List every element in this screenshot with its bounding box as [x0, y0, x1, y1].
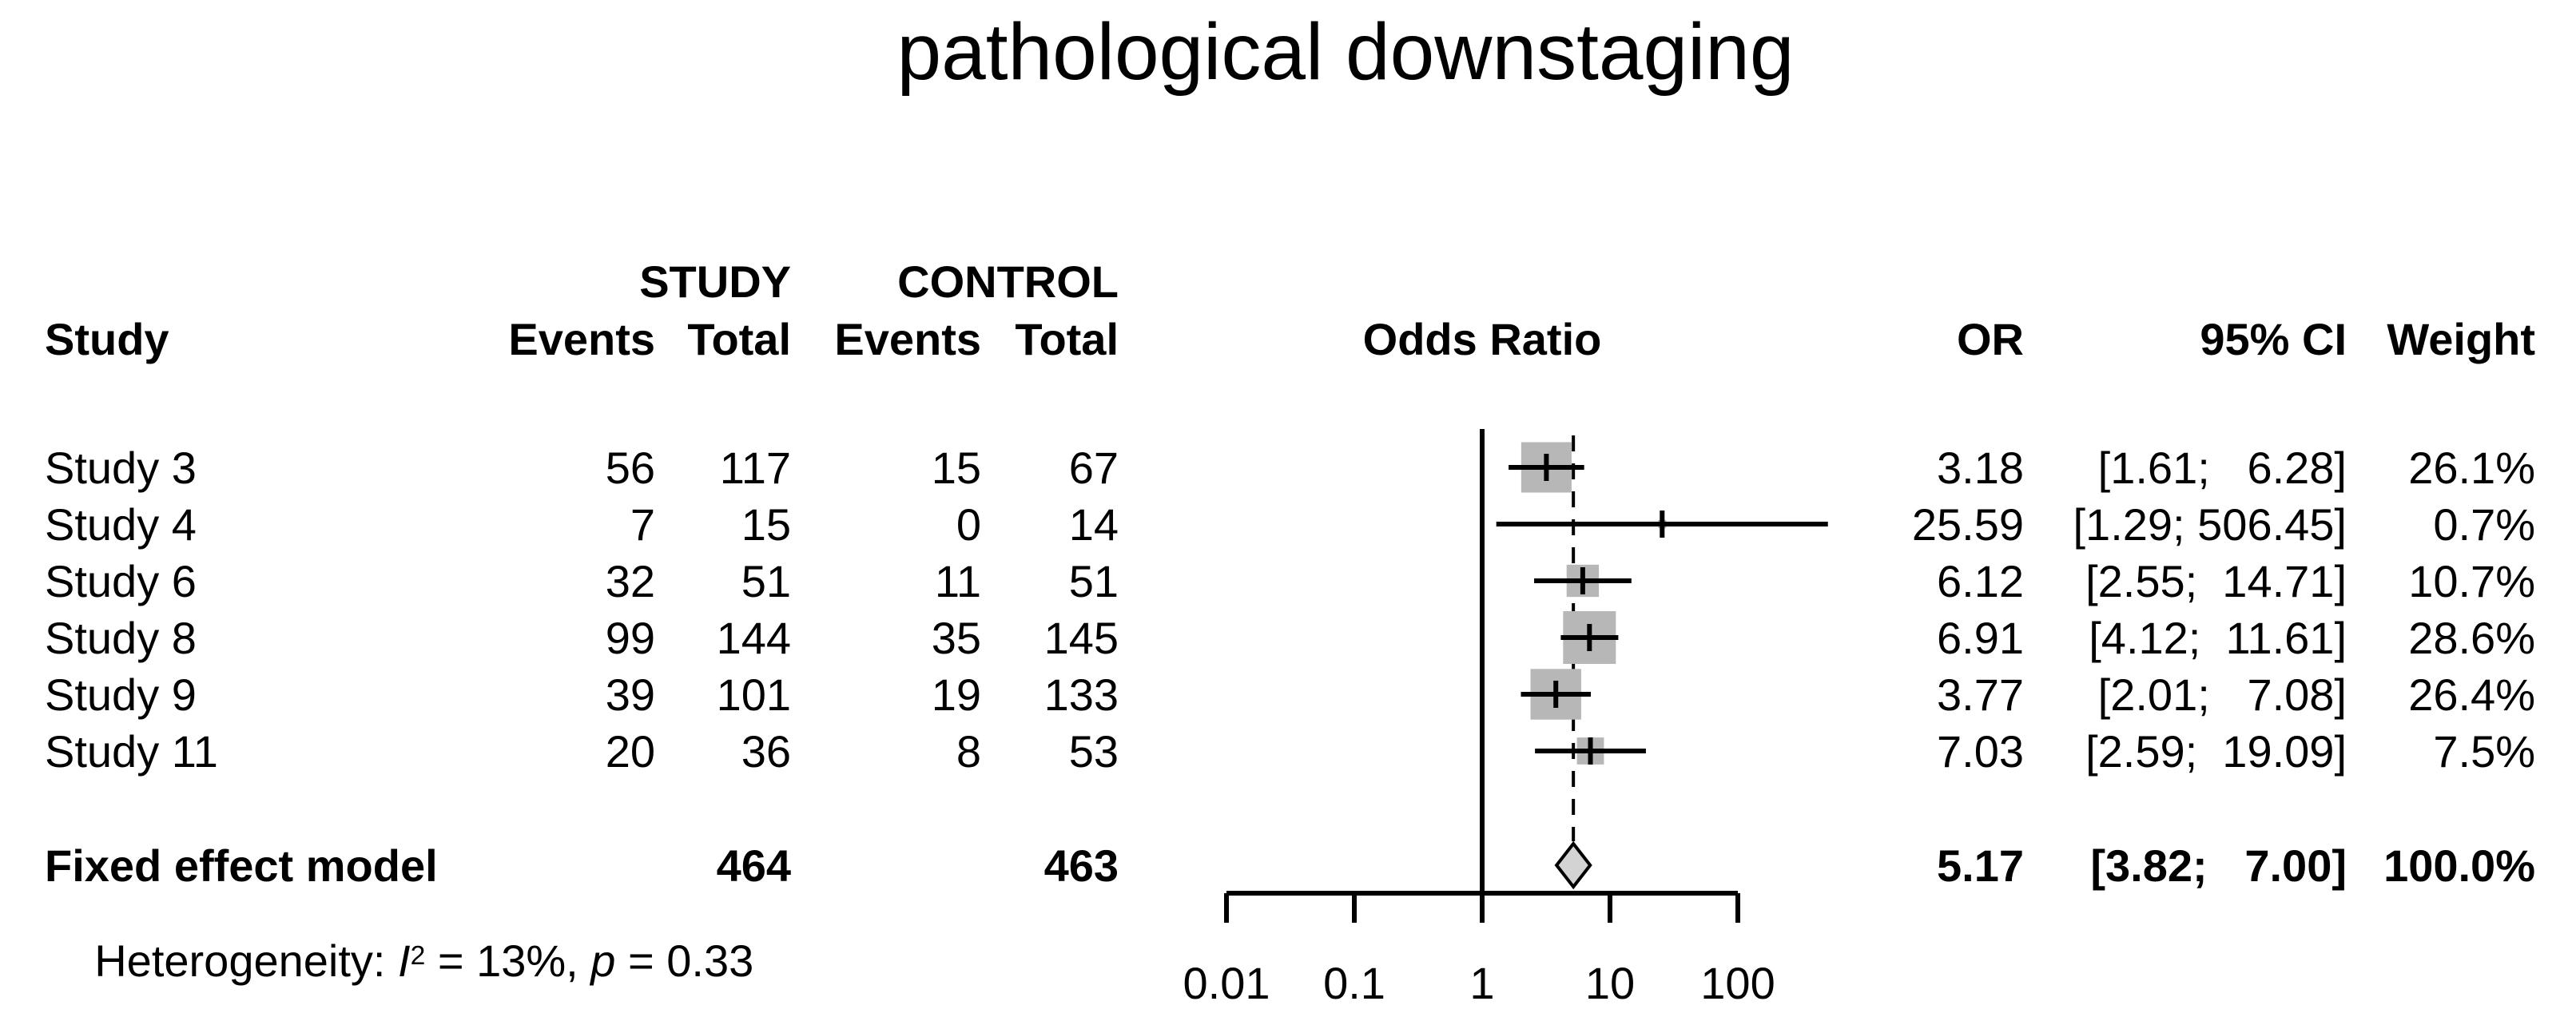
heterogeneity-p-value: = 0.33: [615, 936, 754, 987]
group-header-study: STUDY: [639, 256, 791, 307]
x-axis-tick-label: 1: [1469, 958, 1494, 1008]
weight-value: 28.6%: [2408, 613, 2535, 663]
col-header-odds-ratio: Odds Ratio: [1362, 314, 1602, 364]
col-header-control-total: Total: [1015, 314, 1119, 364]
study-label: Study 3: [45, 443, 197, 493]
study-label: Study 8: [45, 613, 197, 663]
study-total-value: 117: [719, 443, 791, 493]
study-label: Study 11: [45, 726, 218, 777]
weight-value: 10.7%: [2408, 556, 2535, 606]
or-value: 6.12: [1937, 556, 2024, 606]
control-events-value: 8: [956, 726, 981, 777]
study-events-value: 39: [605, 669, 655, 720]
study-total-value: 15: [741, 499, 791, 550]
study-total-value: 36: [741, 726, 791, 777]
control-total-value: 133: [1044, 669, 1119, 720]
control-events-value: 0: [956, 499, 981, 550]
ci-value: [2.59; 19.09]: [2085, 726, 2347, 777]
control-total-value: 53: [1068, 726, 1119, 777]
heterogeneity-note: Heterogeneity: I2 = 13%, p = 0.33: [45, 889, 753, 1028]
summary-or-value: 5.17: [1937, 840, 2024, 891]
i-squared-symbol: I: [398, 936, 411, 987]
x-axis-tick-label: 100: [1700, 958, 1775, 1008]
col-header-or: OR: [1957, 314, 2024, 364]
or-value: 3.18: [1937, 443, 2024, 493]
or-value: 6.91: [1937, 613, 2024, 663]
i-squared-exponent: 2: [410, 941, 426, 971]
heterogeneity-i2-value: = 13%,: [425, 936, 591, 987]
study-label: Study 4: [45, 499, 197, 550]
or-value: 25.59: [1911, 499, 2024, 550]
control-events-value: 19: [931, 669, 981, 720]
study-total-value: 51: [741, 556, 791, 606]
ci-value: [2.55; 14.71]: [2085, 556, 2347, 606]
weight-value: 0.7%: [2433, 499, 2535, 550]
p-symbol: p: [590, 936, 616, 987]
ci-value: [1.29; 506.45]: [2073, 499, 2347, 550]
col-header-study-total: Total: [687, 314, 791, 364]
study-events-value: 32: [605, 556, 655, 606]
x-axis-tick-label: 0.1: [1323, 958, 1385, 1008]
control-total-value: 51: [1068, 556, 1119, 606]
col-header-ci: 95% CI: [2200, 314, 2347, 364]
summary-diamond: [1554, 840, 1592, 890]
summary-control-total: 463: [1044, 840, 1119, 891]
col-header-study-events: Events: [508, 314, 655, 364]
control-events-value: 35: [931, 613, 981, 663]
col-header-control-events: Events: [834, 314, 981, 364]
or-value: 7.03: [1937, 726, 2024, 777]
ci-value: [1.61; 6.28]: [2097, 443, 2347, 493]
control-total-value: 145: [1044, 613, 1119, 663]
study-total-value: 144: [716, 613, 791, 663]
col-header-study: Study: [45, 314, 169, 364]
col-header-weight: Weight: [2387, 314, 2535, 364]
summary-label: Fixed effect model: [45, 840, 438, 891]
summary-study-total: 464: [716, 840, 791, 891]
control-events-value: 15: [931, 443, 981, 493]
study-total-value: 101: [716, 669, 791, 720]
control-total-value: 14: [1068, 499, 1119, 550]
ci-value: [2.01; 7.08]: [2097, 669, 2347, 720]
control-total-value: 67: [1068, 443, 1119, 493]
study-label: Study 9: [45, 669, 197, 720]
study-events-value: 7: [630, 499, 655, 550]
weight-value: 7.5%: [2433, 726, 2535, 777]
group-header-control: CONTROL: [897, 256, 1119, 307]
x-axis-tick-label: 0.01: [1183, 958, 1270, 1008]
or-value: 3.77: [1937, 669, 2024, 720]
study-events-value: 99: [605, 613, 655, 663]
weight-value: 26.1%: [2408, 443, 2535, 493]
summary-weight-value: 100.0%: [2383, 840, 2535, 891]
weight-value: 26.4%: [2408, 669, 2535, 720]
study-events-value: 56: [605, 443, 655, 493]
heterogeneity-prefix: Heterogeneity:: [94, 936, 399, 987]
study-label: Study 6: [45, 556, 197, 606]
study-events-value: 20: [605, 726, 655, 777]
x-axis-tick-label: 10: [1585, 958, 1635, 1008]
control-events-value: 11: [934, 556, 981, 606]
summary-ci-value: [3.82; 7.00]: [2090, 840, 2347, 891]
figure-title: pathological downstaging: [896, 7, 1795, 97]
ci-value: [4.12; 11.61]: [2089, 613, 2347, 663]
